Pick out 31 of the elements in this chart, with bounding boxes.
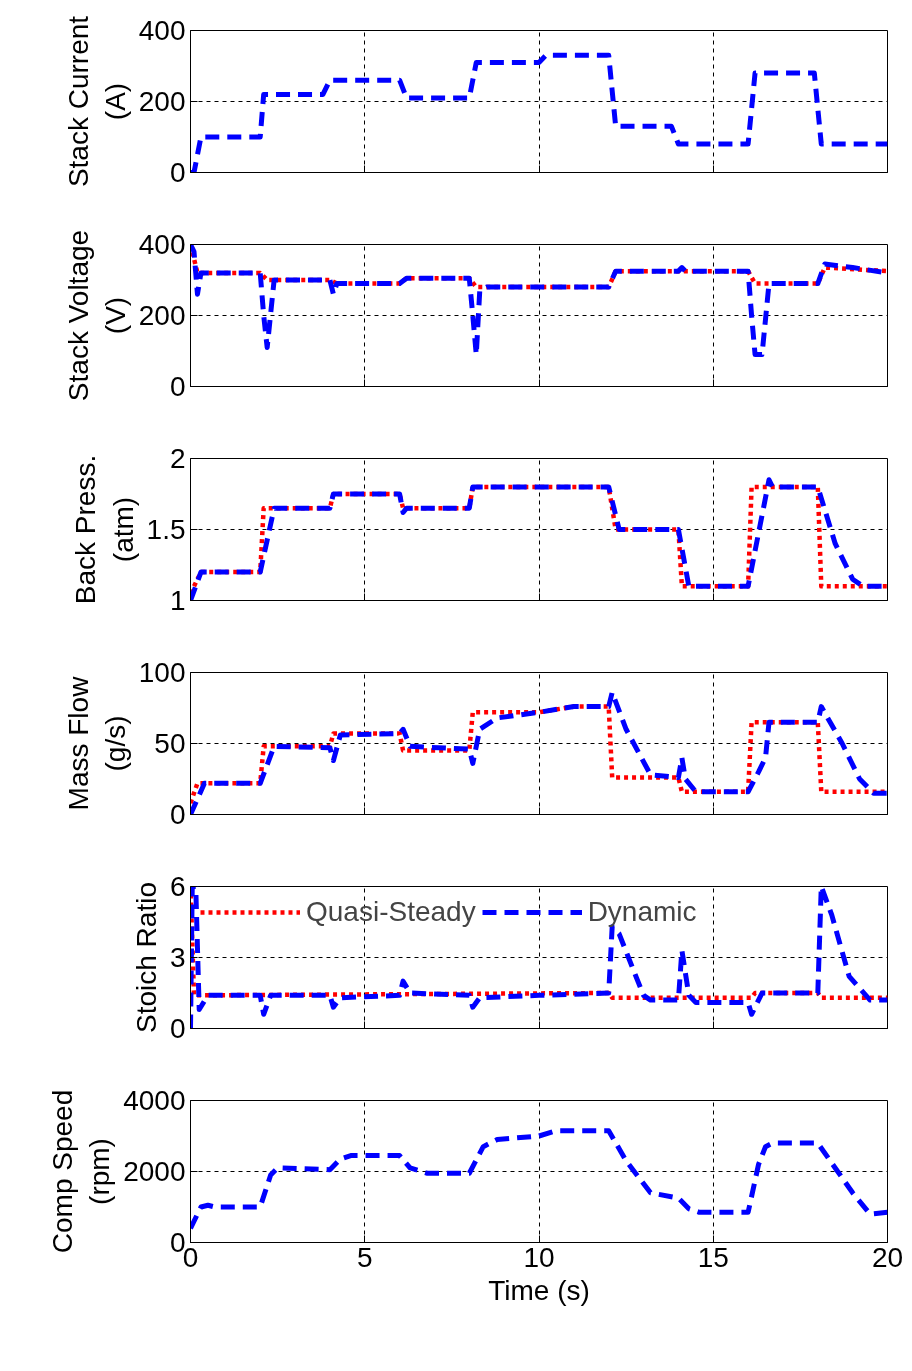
x-tick-label: 5 <box>356 1241 373 1273</box>
y-tick-label: 0 <box>169 157 186 188</box>
x-tick-label: 10 <box>523 1241 555 1273</box>
y-axis-title: Back Press. (atm) <box>70 454 139 605</box>
y-tick-label: 400 <box>138 15 186 46</box>
y-tick-label: 0 <box>169 799 186 830</box>
y-tick-label: 200 <box>138 300 186 331</box>
x-axis-title: Time (s) <box>488 1274 590 1306</box>
y-axis-title: Comp Speed (rpm) <box>47 1089 116 1254</box>
y-tick-label: 200 <box>138 86 186 117</box>
x-tick-label: 20 <box>871 1241 904 1273</box>
line-series <box>190 704 888 806</box>
y-tick-label: 1 <box>169 585 186 616</box>
y-tick-label: 0 <box>169 1013 186 1044</box>
y-axis-title: Stoich Ratio <box>130 882 162 1033</box>
y-tick-label: 1.5 <box>146 514 186 545</box>
y-axis-title: Mass Flow (g/s) <box>62 675 131 811</box>
y-tick-label: 4000 <box>123 1085 186 1116</box>
y-tick-label: 50 <box>154 728 186 759</box>
y-tick-label: 400 <box>138 229 186 260</box>
y-tick-label: 6 <box>169 871 186 902</box>
y-tick-label: 3 <box>169 942 186 973</box>
legend-label: Dynamic <box>587 896 697 928</box>
x-tick-label: 15 <box>697 1241 729 1273</box>
y-tick-label: 2000 <box>123 1156 186 1187</box>
y-axis-title: Stack Voltage (V) <box>62 229 131 402</box>
y-tick-label: 0 <box>169 371 186 402</box>
y-tick-label: 100 <box>138 657 186 688</box>
legend-label: Quasi-Steady <box>306 896 476 928</box>
y-axis-title: Stack Current (A) <box>62 15 131 188</box>
y-tick-label: 2 <box>169 443 186 474</box>
